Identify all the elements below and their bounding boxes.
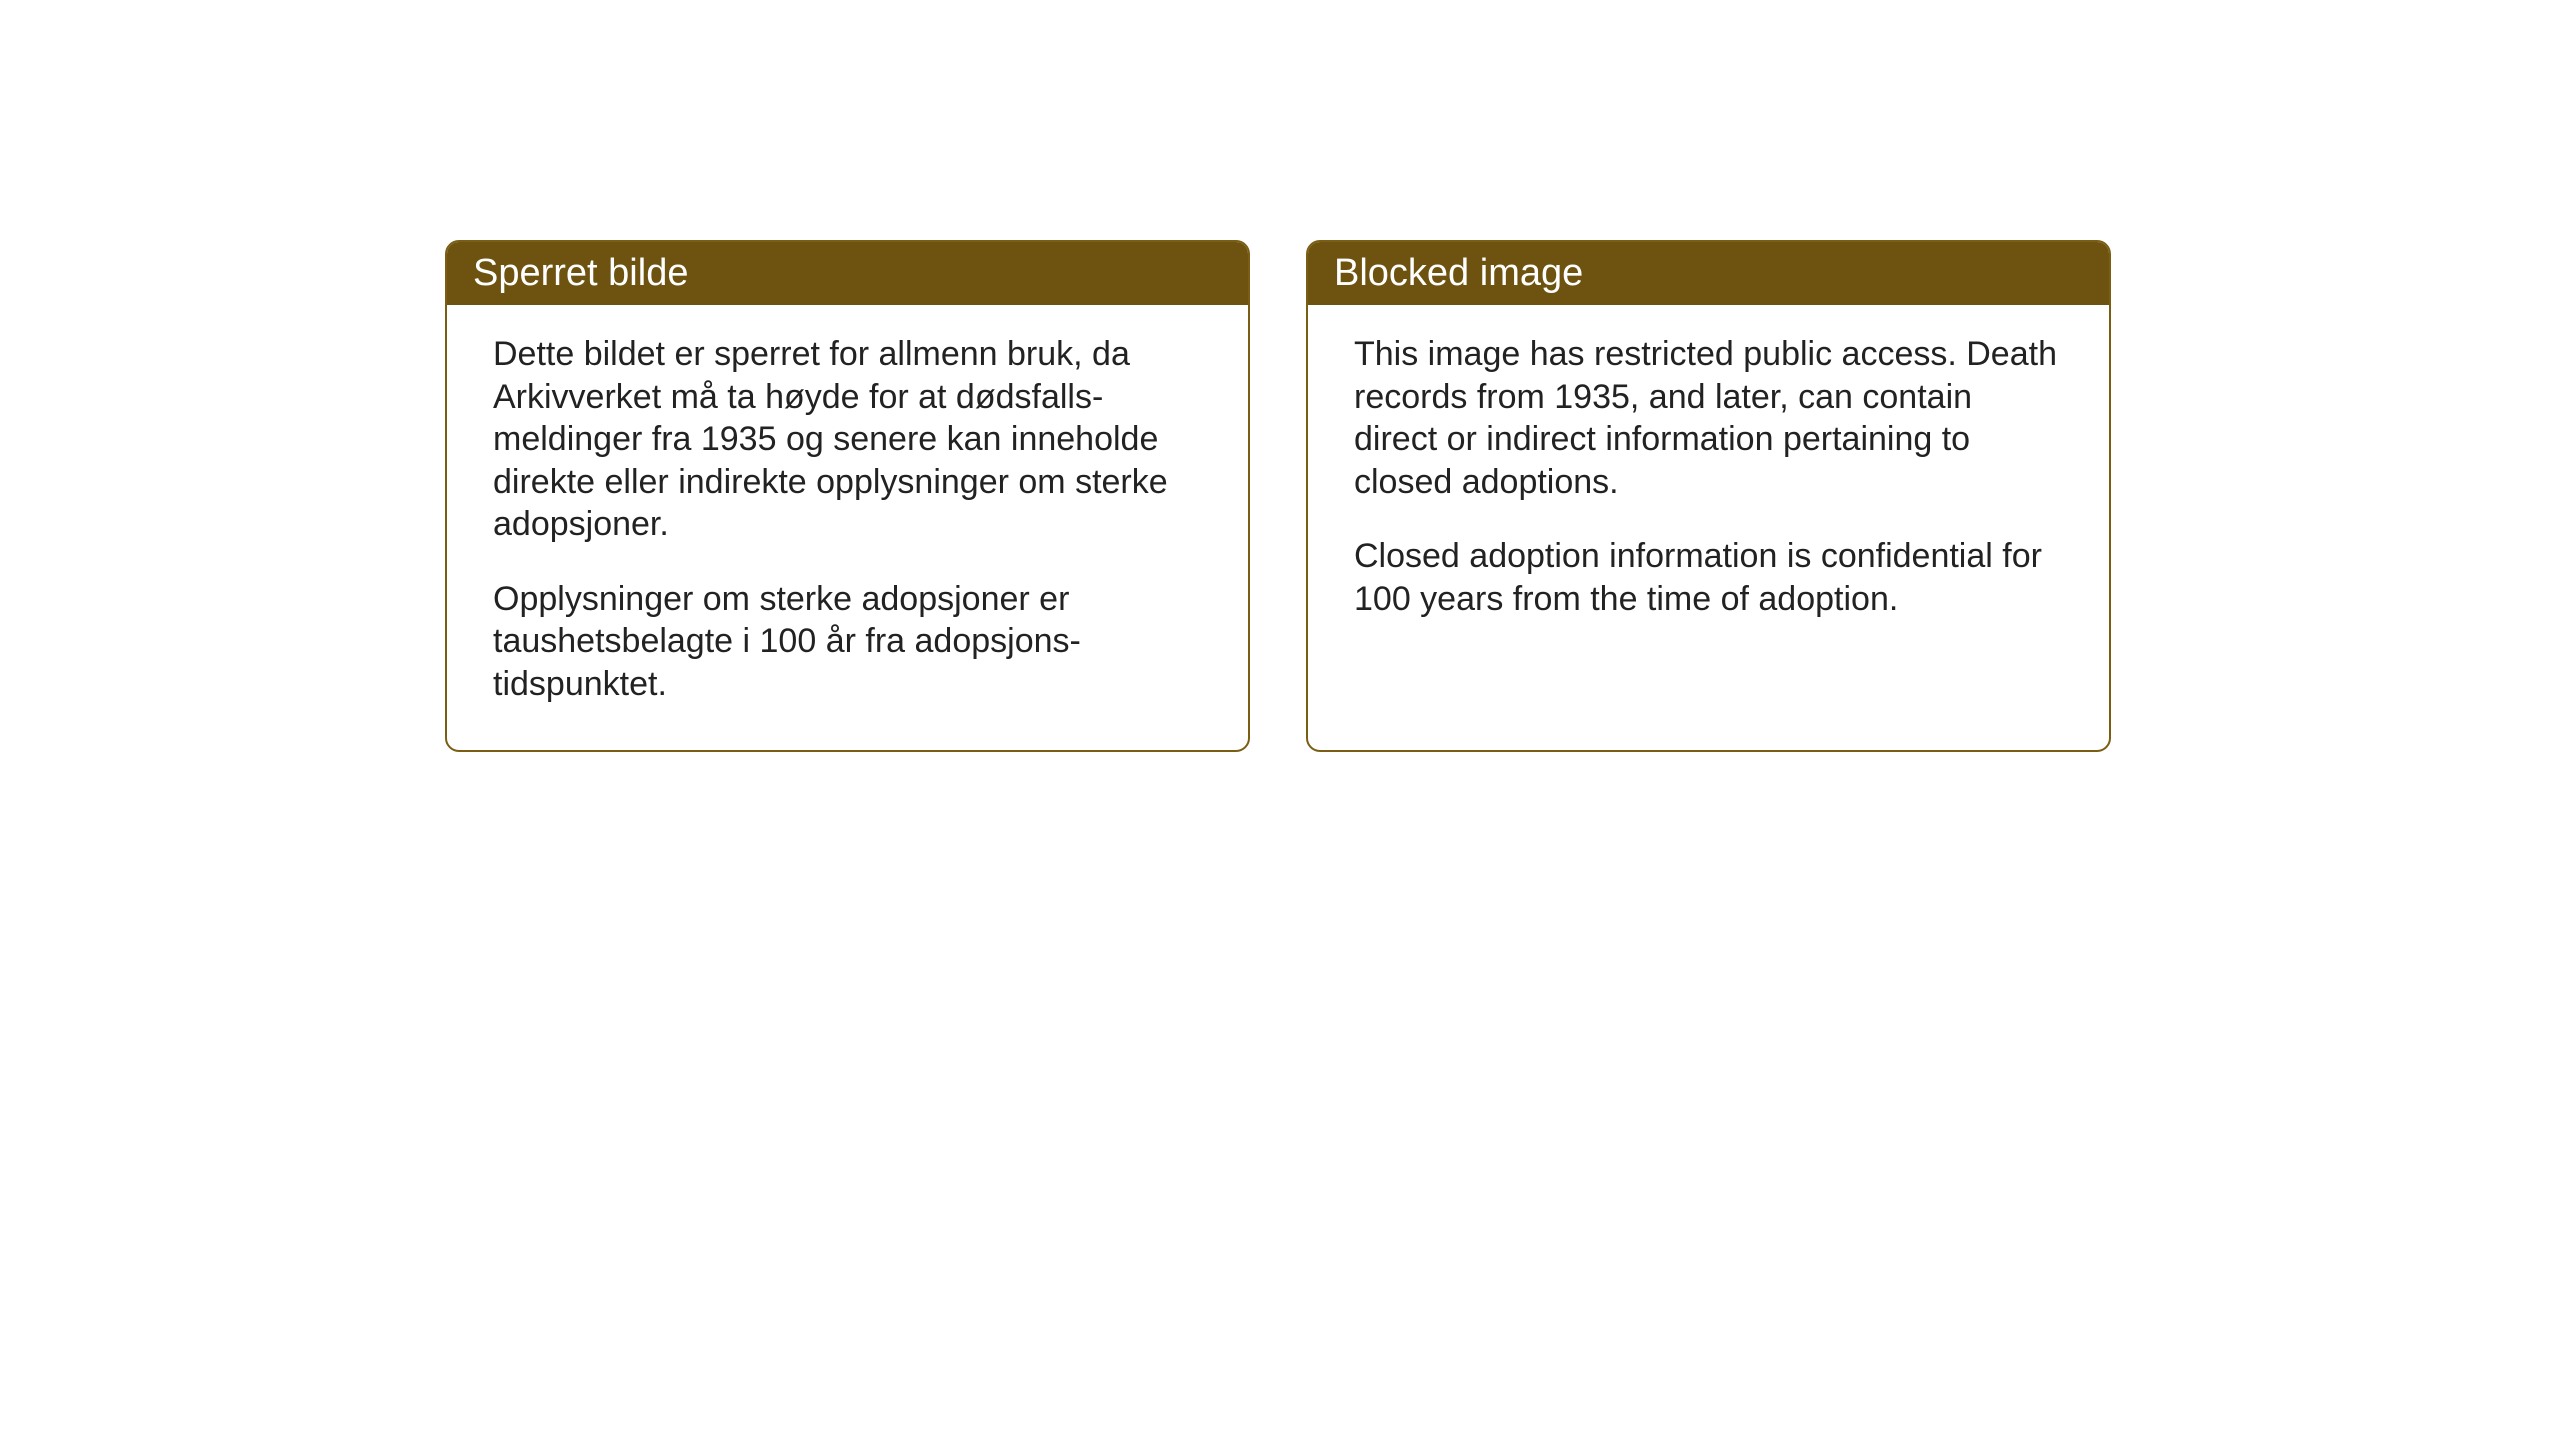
norwegian-card-title: Sperret bilde xyxy=(447,242,1248,305)
english-card-body: This image has restricted public access.… xyxy=(1308,305,2109,658)
english-paragraph-1: This image has restricted public access.… xyxy=(1354,333,2063,503)
norwegian-paragraph-1: Dette bildet er sperret for allmenn bruk… xyxy=(493,333,1202,546)
norwegian-card-body: Dette bildet er sperret for allmenn bruk… xyxy=(447,305,1248,743)
norwegian-paragraph-2: Opplysninger om sterke adopsjoner er tau… xyxy=(493,578,1202,706)
norwegian-card: Sperret bilde Dette bildet er sperret fo… xyxy=(445,240,1250,752)
info-cards-container: Sperret bilde Dette bildet er sperret fo… xyxy=(445,240,2111,752)
english-card-title: Blocked image xyxy=(1308,242,2109,305)
english-card: Blocked image This image has restricted … xyxy=(1306,240,2111,752)
english-paragraph-2: Closed adoption information is confident… xyxy=(1354,535,2063,620)
